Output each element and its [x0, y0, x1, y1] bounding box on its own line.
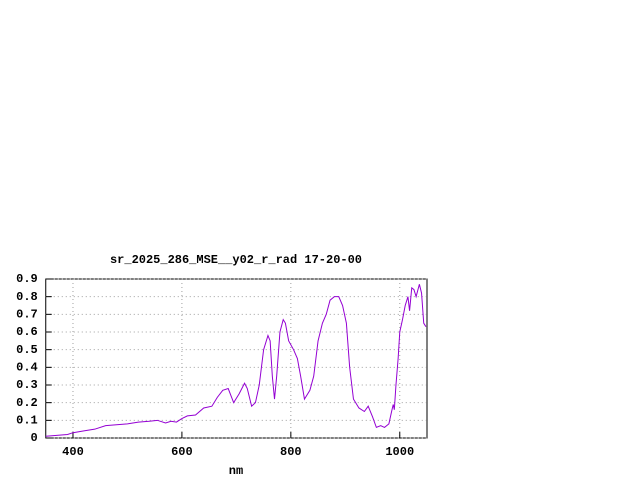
y-tick-label: 0.5 [16, 343, 38, 357]
chart-title: sr_2025_286_MSE__y02_r_rad 17-20-00 [110, 253, 362, 267]
y-tick-label: 0 [31, 431, 38, 445]
y-tick-label: 0.6 [16, 325, 38, 339]
y-tick-label: 0.3 [16, 378, 38, 392]
y-tick-label: 0.2 [16, 396, 38, 410]
y-tick-label: 0.4 [16, 361, 38, 375]
y-tick-label: 0.9 [16, 272, 38, 286]
x-axis-label: nm [229, 464, 243, 478]
x-tick-label: 800 [280, 445, 302, 459]
x-tick-label: 1000 [385, 445, 414, 459]
plot-frame [45, 278, 428, 439]
x-tick-label: 600 [171, 445, 193, 459]
y-tick-label: 0.1 [16, 414, 38, 428]
y-tick-label: 0.7 [16, 308, 38, 322]
data-line [45, 284, 427, 437]
y-tick-label: 0.8 [16, 290, 38, 304]
x-tick-label: 400 [62, 445, 84, 459]
